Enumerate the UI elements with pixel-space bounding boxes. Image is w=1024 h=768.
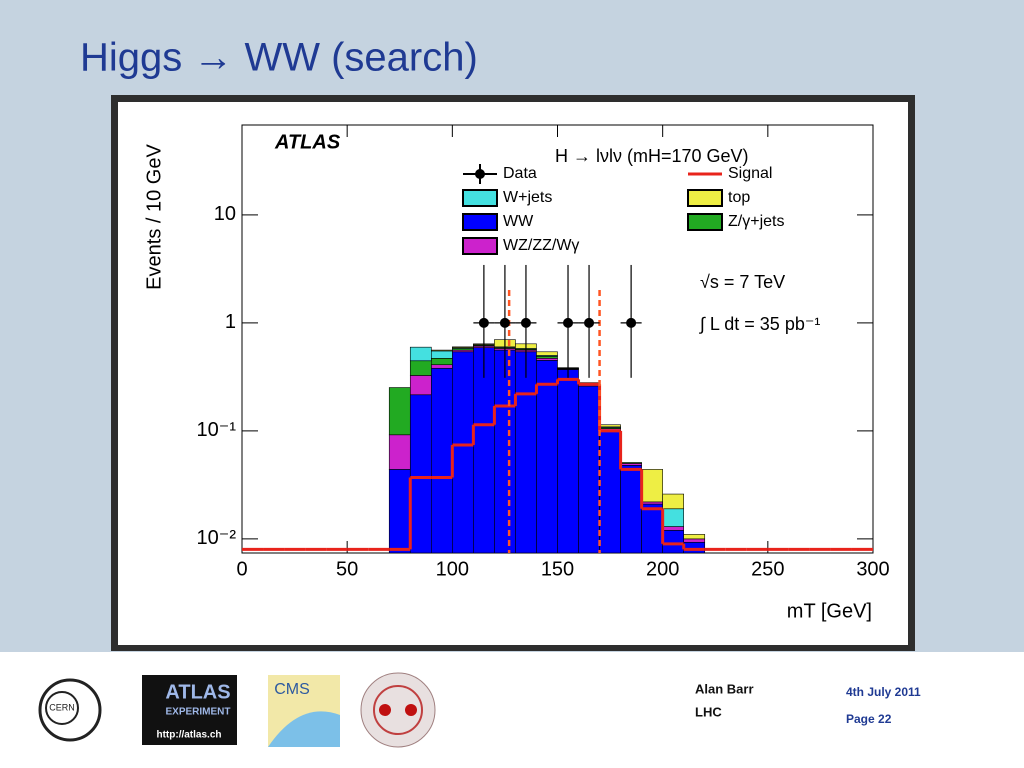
cern-label: CERN [49,702,75,712]
histogram-bar [430,367,453,554]
histogram-bar [620,465,642,554]
histogram-bar [557,369,579,554]
x-tick-label: 200 [646,558,679,580]
footer-page: Page 22 [846,712,892,726]
y-axis-label: Events / 10 GeV [143,144,165,290]
data-point [563,317,574,328]
histogram-bar [452,346,474,348]
data-point [520,317,531,328]
legend-swatch [462,189,498,207]
histogram-bar [662,530,685,554]
data-point [478,317,489,328]
legend-swatch [462,237,498,255]
histogram-bar [536,351,558,356]
legend-swatch [687,213,723,231]
histogram-bar [683,534,706,540]
cern-logo [38,678,102,742]
histogram-bar [662,508,685,527]
histogram-bar [536,360,558,554]
histogram-bar [683,541,706,554]
histogram-bar [662,493,685,510]
x-axis-label: mT [GeV] [787,600,872,622]
legend-swatch [687,189,723,207]
experiment-label: ATLAS [274,131,341,153]
data-point [626,317,637,328]
histogram-bar [641,469,663,503]
logos: CERN ATLAS EXPERIMENT http://atlas.ch CM… [38,672,436,748]
x-tick-label: 300 [856,558,889,580]
histogram-bar [430,358,453,366]
histogram-bar [388,434,411,470]
histogram-bar [515,351,537,554]
legend-label: WZ/ZZ/Wγ [503,237,579,254]
footer-subtitle: LHC [695,704,722,719]
cms-logo-shape [268,711,340,747]
annotation: ∫ L dt = 35 pb⁻¹ [698,314,820,334]
atlas-logo-title: ATLAS [165,681,230,703]
histogram-bar [388,387,411,436]
slide-title: Higgs → WW (search) [80,36,478,80]
histogram-bar [662,526,685,531]
legend-label: WW [503,213,534,230]
cern-logo-ring [45,691,79,725]
data-point [499,317,510,328]
cms-label: CMS [274,681,310,698]
x-tick-label: 50 [336,558,358,580]
histogram-bar [409,346,432,362]
lhc-logo [360,672,436,748]
histogram-bar [641,501,663,505]
legend-label: top [728,189,750,206]
histogram-bar [578,385,600,554]
atlas-logo [142,675,237,745]
y-tick-label: 1 [225,311,236,333]
legend-label: Z/γ+jets [728,213,784,230]
y-tick-label: 10⁻¹ [197,419,237,441]
chart: ATLAS H → lνlν (mH=170 GeV) √s = 7 TeV ∫… [143,124,890,622]
histogram-bar [599,430,621,554]
y-tick-label: 10⁻² [197,527,237,549]
footer-date: 4th July 2011 [846,685,921,699]
lhc-logo-dot [379,704,391,716]
histogram-bar [494,349,516,554]
annotation: H → lνlν (mH=170 GeV) [555,146,749,166]
lhc-logo-ring [373,685,423,735]
histogram-bar [409,360,432,376]
legend-label: W+jets [503,189,552,206]
histogram-bar [620,462,642,464]
legend-label: Signal [728,165,772,182]
x-tick-label: 100 [436,558,469,580]
histogram-bar [430,350,453,359]
y-tick-label: 10 [214,203,236,225]
histogram-bar [388,469,411,554]
histogram-bar [430,364,453,369]
histogram-bar [430,349,453,352]
histogram-bar [536,358,558,361]
annotation: √s = 7 TeV [700,272,785,292]
lhc-logo-dot [405,704,417,716]
histogram-bar [641,503,663,554]
histogram-bar [409,375,432,396]
legend-swatch [462,213,498,231]
histogram-bar [452,351,474,554]
x-tick-label: 0 [236,558,247,580]
histogram-bar [473,347,495,554]
footer-author: Alan Barr [695,681,754,696]
data-point [584,317,595,328]
histogram-bar [683,538,706,543]
histogram-bar [599,424,621,428]
atlas-logo-sub: EXPERIMENT [165,707,230,718]
x-tick-label: 250 [751,558,784,580]
x-tick-label: 150 [541,558,574,580]
atlas-logo-url: http://atlas.ch [156,730,221,741]
legend-data-marker [475,169,485,179]
histogram-bar [409,394,432,554]
legend-label: Data [503,165,537,182]
